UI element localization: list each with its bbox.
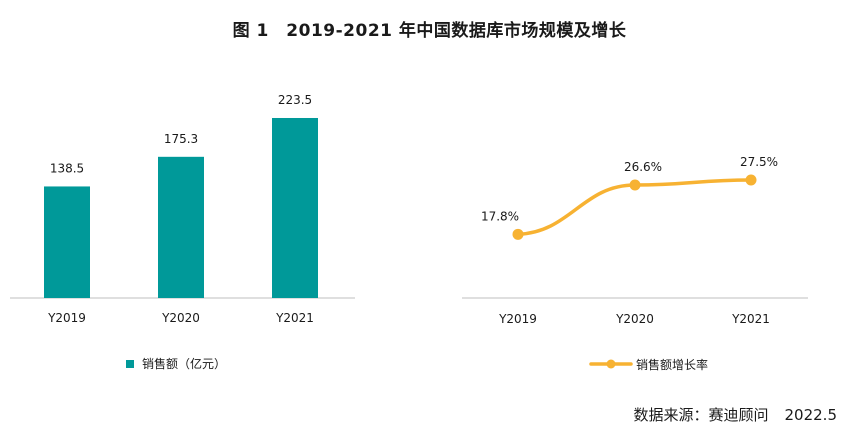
growth-point xyxy=(745,174,757,186)
line-legend-label: 销售额增长率 xyxy=(636,357,708,372)
bar-chart: 138.5 Y2019 175.3 Y2020 223.5 Y2021 销售额（亿元） xyxy=(10,93,355,371)
bar-x-tick-label: Y2021 xyxy=(275,311,314,325)
growth-point xyxy=(512,228,524,240)
growth-value-label: 27.5% xyxy=(740,155,778,169)
growth-point xyxy=(629,179,641,191)
growth-value-label: 26.6% xyxy=(624,160,662,174)
bar-legend-label: 销售额（亿元） xyxy=(142,356,226,371)
line-x-tick-label: Y2020 xyxy=(615,312,654,326)
source-date: 2022.5 xyxy=(784,406,838,424)
source-label: 数据来源：赛迪顾问 xyxy=(633,406,769,424)
line-chart: 17.8% Y2019 26.6% Y2020 27.5% Y2021 销售额增长率 xyxy=(462,155,808,372)
line-x-tick-label: Y2019 xyxy=(498,312,537,326)
bar xyxy=(272,117,318,298)
bar-value-label: 223.5 xyxy=(278,93,312,107)
bar xyxy=(158,156,204,298)
bar-x-tick-label: Y2020 xyxy=(161,311,200,325)
bar xyxy=(44,186,90,298)
bar-value-label: 175.3 xyxy=(164,132,198,146)
figure-title: 图 1 2019-2021 年中国数据库市场规模及增长 xyxy=(232,21,627,41)
line-legend-marker xyxy=(606,359,616,369)
bar-x-tick-label: Y2019 xyxy=(47,311,86,325)
bar-legend-swatch xyxy=(126,360,134,368)
source-line: 数据来源：赛迪顾问 2022.5 xyxy=(633,404,837,425)
growth-value-label: 17.8% xyxy=(481,209,519,223)
bar-value-label: 138.5 xyxy=(50,161,84,175)
line-x-tick-label: Y2021 xyxy=(731,312,770,326)
